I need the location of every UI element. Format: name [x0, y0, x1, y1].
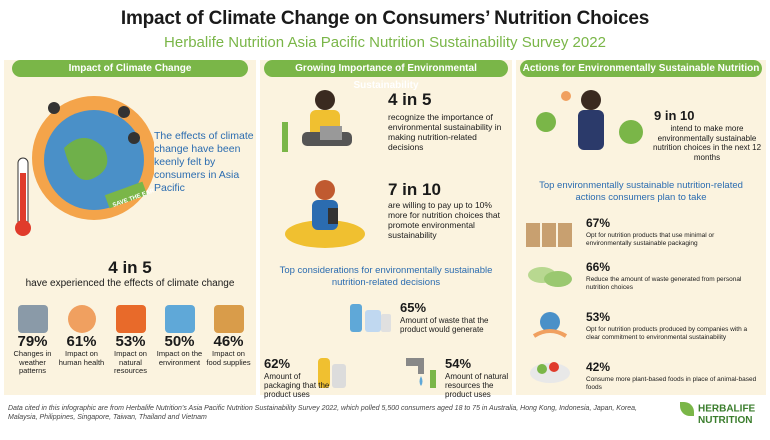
waste-consideration-text: Amount of waste that the product would g… [400, 316, 489, 334]
effects-text: The effects of climate change have been … [154, 130, 254, 194]
storm-icon [17, 305, 48, 333]
person-laptop-illustration [282, 90, 352, 152]
climate-stats-row: 79% Changes in weather patterns 61% Impa… [8, 305, 254, 376]
plant-icon [282, 122, 288, 152]
recognize-stat-text: recognize the importance of environmenta… [388, 112, 502, 152]
action-packaging-text: Opt for nutrition products that use mini… [586, 232, 715, 247]
resources-consideration-number: 54% [445, 356, 472, 371]
page-subtitle: Herbalife Nutrition Asia Pacific Nutriti… [164, 34, 606, 51]
waste-consideration-number: 65% [400, 300, 427, 315]
phone-icon [328, 208, 338, 224]
action-plant-based-number: 42% [586, 360, 611, 374]
globe-hands-icon [532, 312, 568, 338]
climate-impact-pill: Impact of Climate Change [12, 60, 248, 77]
plant-food-bowl-icon [530, 362, 570, 383]
actions-pill: Actions for Environmentally Sustainable … [520, 60, 762, 77]
farm-icon [213, 305, 244, 333]
vegetables-icon [528, 267, 572, 287]
action-packaging-number: 67% [586, 216, 611, 230]
sun-icon [561, 91, 571, 101]
laptop-icon [320, 126, 342, 140]
action-waste-text: Reduce the amount of waste generated fro… [586, 276, 742, 291]
stat-environment: 50% Impact on the environment [155, 305, 204, 376]
action-waste-number: 66% [586, 260, 611, 274]
action-company-number: 53% [586, 310, 611, 324]
packaging-consideration-number: 62% [264, 356, 291, 371]
sick-person-icon [67, 305, 96, 333]
resources-consideration-text: Amount of natural resources the product … [445, 372, 509, 399]
pay-more-stat-number: 7 in 10 [388, 180, 441, 199]
footer-source-note: Data cited in this infographic are from … [8, 405, 637, 421]
pay-more-stat-text: are willing to pay up to 10% more for nu… [388, 200, 500, 240]
action-plant-based-text: Consume more plant-based foods in place … [586, 376, 757, 391]
woman-nature-illustration [536, 90, 643, 150]
packaging-boxes-icon [526, 223, 572, 247]
save-earth-banner [104, 181, 148, 209]
headline-number: 4 in 5 [108, 258, 152, 277]
bush-icon [536, 112, 556, 132]
packaging-consideration-text: Amount of packaging that the product use… [264, 372, 330, 399]
herbalife-logo: HERBALIFE NUTRITION [680, 402, 755, 426]
packaging-illustration [318, 358, 346, 388]
flood-icon [164, 305, 195, 333]
sustainable-actions-panel: Actions for Environmentally Sustainable … [516, 60, 766, 395]
sustainability-importance-panel: Growing Importance of Environmental Sust… [260, 60, 512, 399]
headline-text: have experienced the effects of climate … [25, 278, 235, 289]
stat-resources: 53% Impact on natural resources [106, 305, 155, 376]
stat-food: 46% Impact on food supplies [204, 305, 253, 376]
stat-weather: 79% Changes in weather patterns [8, 305, 57, 376]
action-company-text: Opt for nutrition products produced by c… [586, 326, 748, 341]
sustainability-pill: Growing Importance of Environmental Sust… [264, 60, 508, 91]
person-shopping-illustration [285, 180, 365, 248]
water-tap-illustration [406, 358, 436, 388]
climate-impact-panel: Impact of Climate Change SAVE THE EARTH … [4, 60, 256, 395]
tree-icon [430, 370, 436, 388]
recognize-stat-number: 4 in 5 [388, 90, 432, 109]
globe-illustration: SAVE THE EARTH [15, 96, 154, 236]
intend-stat-text: intend to make more environmentally sust… [652, 124, 762, 162]
considerations-title: Top considerations for environmentally s… [279, 265, 493, 288]
page-title: Impact of Climate Change on Consumers’ N… [120, 8, 650, 29]
intend-stat-number: 9 in 10 [654, 108, 695, 123]
stat-health: 61% Impact on human health [57, 305, 106, 376]
waste-products-illustration [350, 304, 391, 332]
actions-title: Top environmentally sustainable nutritio… [539, 180, 743, 203]
forest-fire-icon [115, 305, 146, 333]
herbalife-leaf-icon [680, 402, 694, 416]
